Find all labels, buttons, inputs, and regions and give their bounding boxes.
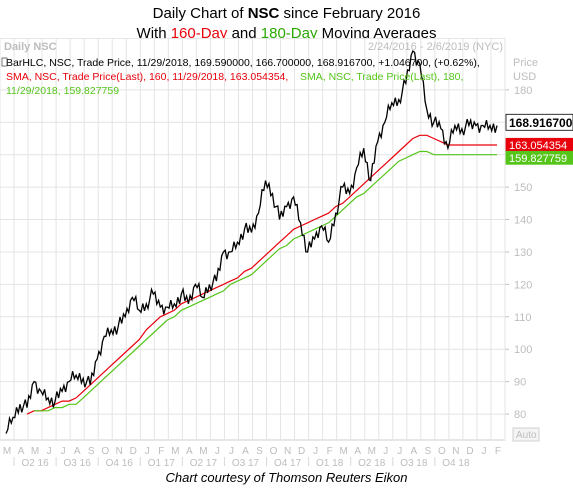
- last-sma180-box-label: 159.827759: [509, 153, 567, 165]
- x-month-label: J: [397, 446, 402, 457]
- legend-price-marker: [1, 57, 8, 67]
- x-month-label: F: [158, 446, 164, 457]
- x-month-label: A: [186, 446, 193, 457]
- y-tick-label: 120: [514, 279, 532, 291]
- x-month-label: A: [74, 446, 81, 457]
- auto-label: Auto: [516, 430, 537, 441]
- chart-caption: Chart courtesy of Thomson Reuters Eikon: [165, 470, 408, 485]
- x-month-label: N: [284, 446, 291, 457]
- legend-sma180: SMA, NSC, Trade Price(Last), 180,: [300, 71, 463, 83]
- x-month-label: J: [145, 446, 150, 457]
- price-chart: 8090100110120130140150160170180Daily NSC…: [0, 38, 573, 466]
- y-tick-label: 100: [514, 344, 532, 356]
- title-suffix: since February 2016: [279, 5, 421, 22]
- x-month-label: F: [495, 446, 501, 457]
- x-month-label: N: [116, 446, 123, 457]
- x-month-label: A: [354, 446, 361, 457]
- x-month-label: A: [242, 446, 249, 457]
- legend-price: BarHLC, NSC, Trade Price, 11/29/2018, 16…: [6, 57, 480, 69]
- auto-button: [512, 427, 540, 442]
- last-sma160-box-label: 163.054354: [509, 140, 567, 152]
- x-month-label: S: [256, 446, 263, 457]
- x-month-label: O: [270, 446, 278, 457]
- x-month-label: M: [199, 446, 207, 457]
- last-sma180-box: [505, 150, 573, 165]
- x-month-label: D: [130, 446, 137, 457]
- x-quarter-label: Q1 18: [316, 458, 344, 466]
- x-month-label: M: [340, 446, 348, 457]
- last-price-box: [505, 113, 573, 131]
- last-price-box-label: 168.916700: [509, 116, 573, 130]
- x-quarter-label: Q3 18: [400, 458, 428, 466]
- panel-title: Daily NSC: [4, 41, 57, 53]
- x-month-label: J: [229, 446, 234, 457]
- price-line: [5, 49, 498, 434]
- y-tick-label: 150: [514, 182, 532, 194]
- x-month-label: M: [368, 446, 376, 457]
- x-month-label: F: [327, 446, 333, 457]
- title-prefix: Daily Chart of: [152, 5, 248, 22]
- x-month-label: M: [31, 446, 39, 457]
- x-month-label: D: [298, 446, 305, 457]
- x-month-label: J: [481, 446, 486, 457]
- x-quarter-label: Q4 18: [442, 458, 470, 466]
- x-quarter-label: Q4 17: [274, 458, 302, 466]
- y-tick-label: 80: [514, 409, 526, 421]
- chart-title: Daily Chart of NSC since February 2016: [0, 4, 573, 24]
- x-month-label: M: [3, 446, 11, 457]
- x-month-label: J: [61, 446, 66, 457]
- x-month-label: N: [452, 446, 459, 457]
- x-quarter-label: Q2 16: [21, 458, 49, 466]
- y-tick-label: 110: [514, 312, 532, 324]
- x-month-label: J: [215, 446, 220, 457]
- legend-sma180-cont: 11/29/2018, 159.827759: [6, 85, 119, 97]
- y-tick-label: 180: [514, 85, 532, 97]
- x-quarter-label: Q1 17: [148, 458, 176, 466]
- x-month-label: O: [438, 446, 446, 457]
- y-tick-label: 90: [514, 377, 526, 389]
- x-month-label: O: [101, 446, 109, 457]
- sma180-line: [34, 150, 497, 412]
- x-month-label: S: [88, 446, 95, 457]
- y-tick-label: 140: [514, 215, 532, 227]
- y-tick-label: 130: [514, 247, 532, 259]
- y-axis-title: Price: [513, 57, 538, 69]
- x-quarter-label: Q2 18: [358, 458, 386, 466]
- x-month-label: A: [18, 446, 25, 457]
- date-range: 2/24/2016 - 2/6/2019 (NYC): [368, 41, 503, 53]
- sma160-line: [26, 134, 497, 415]
- title-ticker: NSC: [247, 5, 280, 22]
- x-quarter-label: Q3 17: [232, 458, 260, 466]
- x-quarter-label: Q2 17: [190, 458, 218, 466]
- x-month-label: J: [47, 446, 52, 457]
- x-month-label: J: [313, 446, 318, 457]
- legend-sma160: SMA, NSC, Trade Price(Last), 160, 11/29/…: [6, 71, 288, 83]
- x-month-label: A: [410, 446, 417, 457]
- x-quarter-label: Q3 16: [64, 458, 92, 466]
- x-month-label: S: [425, 446, 432, 457]
- x-quarter-label: Q4 16: [106, 458, 134, 466]
- y-axis-unit: USD: [513, 71, 536, 83]
- x-month-label: J: [383, 446, 388, 457]
- x-month-label: D: [466, 446, 473, 457]
- x-month-label: M: [171, 446, 179, 457]
